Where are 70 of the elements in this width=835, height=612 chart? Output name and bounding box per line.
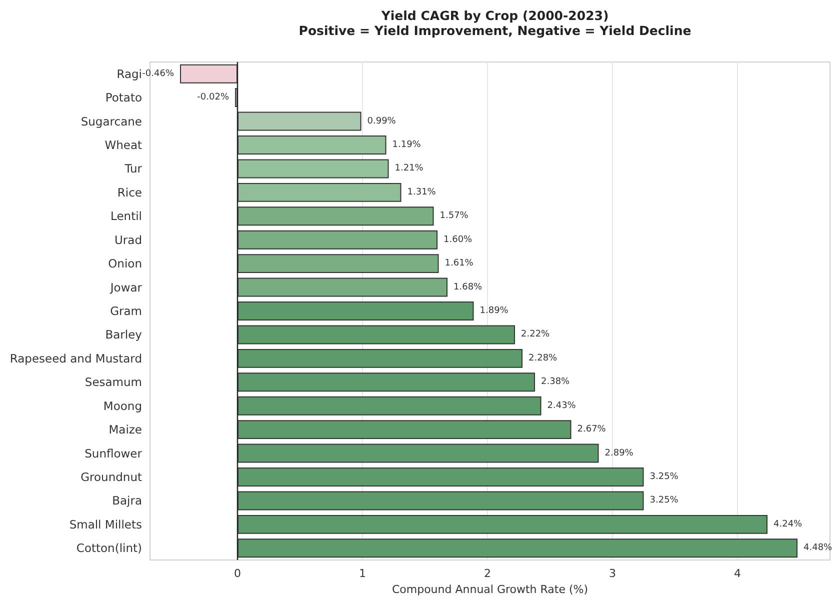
y-tick-label: Sugarcane — [80, 114, 142, 128]
x-tick-label: 2 — [484, 567, 491, 580]
bar — [238, 514, 768, 534]
y-tick-label: Small Millets — [69, 517, 142, 532]
bar — [238, 230, 438, 250]
y-tick-label: Ragi — [116, 66, 142, 81]
x-axis-title: Compound Annual Growth Rate (%) — [392, 583, 588, 596]
y-tick-label: Lentil — [110, 209, 142, 224]
bar — [238, 420, 572, 440]
data-label: -0.46% — [142, 68, 174, 79]
bar — [238, 396, 542, 416]
bar — [238, 206, 434, 226]
bar — [238, 348, 522, 368]
bar — [238, 491, 644, 510]
data-label: 1.89% — [480, 306, 509, 316]
bar — [238, 182, 402, 202]
data-label: 3.25% — [650, 472, 679, 482]
y-tick-label: Bajra — [112, 494, 142, 508]
data-label: -0.02% — [197, 92, 230, 103]
bar — [238, 372, 535, 392]
data-label: 1.57% — [440, 211, 469, 222]
data-label: 3.25% — [650, 496, 679, 506]
bar — [238, 159, 389, 178]
x-tick-label: 0 — [234, 567, 241, 580]
y-tick-label: Rapeseed and Mustard — [10, 351, 142, 366]
data-label: 1.68% — [454, 282, 483, 292]
bar — [238, 136, 386, 154]
chart-title: Yield CAGR by Crop (2000-2023) — [380, 8, 609, 23]
y-tick-label: Potato — [105, 90, 142, 105]
data-label: 1.21% — [394, 164, 424, 174]
data-label: 2.43% — [547, 400, 576, 411]
data-label: 0.99% — [367, 116, 396, 126]
y-tick-label: Moong — [103, 398, 142, 413]
data-label: 1.19% — [392, 140, 422, 150]
y-tick-label: Barley — [105, 328, 142, 342]
data-label: 2.89% — [604, 448, 634, 458]
bar — [238, 538, 798, 558]
data-label: 2.38% — [541, 377, 570, 388]
data-label: 2.22% — [521, 330, 550, 340]
data-label: 1.60% — [444, 234, 473, 245]
data-label: 2.28% — [528, 353, 558, 364]
y-tick-label: Jowar — [109, 280, 142, 294]
data-label: 4.48% — [804, 543, 833, 554]
y-tick-label: Rice — [117, 185, 142, 200]
y-tick-label: Urad — [114, 232, 142, 247]
bar — [238, 302, 474, 320]
bar — [238, 278, 448, 297]
y-tick-label: Sunflower — [84, 446, 142, 460]
bar — [180, 64, 238, 84]
data-label: 2.67% — [577, 424, 606, 435]
y-tick-label: Onion — [108, 256, 142, 271]
x-tick-label: 4 — [734, 567, 741, 580]
bar — [238, 254, 439, 274]
data-label: 1.31% — [407, 187, 436, 198]
y-tick-label: Sesamum — [84, 375, 142, 390]
x-tick-label: 3 — [609, 567, 616, 580]
bar — [238, 325, 515, 344]
data-label: 4.24% — [774, 519, 803, 530]
bar — [238, 444, 599, 463]
bar — [238, 468, 644, 486]
chart-subtitle: Positive = Yield Improvement, Negative = Yield Decline — [298, 23, 692, 38]
y-tick-label: Cotton(lint) — [76, 541, 142, 556]
y-tick-label: Tur — [124, 162, 142, 176]
y-tick-label: Wheat — [104, 138, 142, 152]
y-tick-label: Groundnut — [80, 470, 142, 484]
y-tick-label: Gram — [110, 304, 142, 318]
x-tick-label: 1 — [359, 567, 366, 580]
y-tick-label: Maize — [108, 422, 142, 437]
bar — [238, 112, 362, 131]
data-label: 1.61% — [444, 258, 474, 269]
